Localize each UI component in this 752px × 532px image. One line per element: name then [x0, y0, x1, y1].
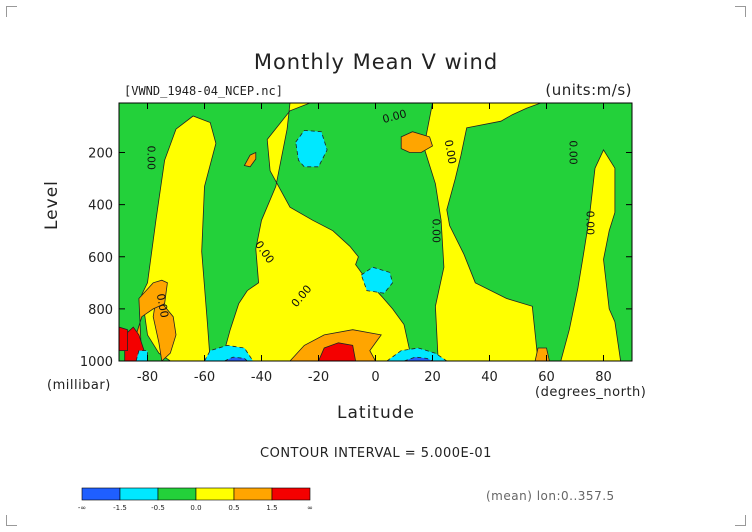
y-axis-unit: (millibar) — [47, 378, 111, 393]
colorbar-label: -0.5 — [151, 504, 165, 512]
contour-region-14 — [295, 129, 328, 168]
contour-region-19 — [224, 356, 248, 361]
contour-region-13 — [119, 326, 128, 352]
colorbar: -∞ -1.5 -0.5 0.0 0.5 1.5 ∞ — [78, 487, 313, 512]
y-tick-label: 200 — [88, 147, 113, 162]
contour-region-7 — [152, 297, 177, 361]
crop-mark-top-right — [735, 6, 746, 17]
x-axis-unit: (degrees_north) — [535, 385, 647, 400]
mean-footnote: (mean) lon:0..357.5 — [486, 489, 615, 503]
colorbar-label: ∞ — [307, 504, 313, 512]
axes: -80 -60 -40 -20 0 20 40 60 80 200 400 600 800 1000 — [80, 103, 632, 385]
x-tick-label: 80 — [595, 370, 612, 385]
colorbar-label: 1.5 — [266, 504, 277, 512]
colorbar-swatch — [119, 487, 159, 501]
contour-region-6 — [400, 131, 433, 153]
colorbar-swatch — [233, 487, 273, 501]
x-axis-label: Latitude — [337, 403, 415, 423]
contour-region-2 — [221, 103, 422, 361]
contour-region-20 — [403, 356, 433, 361]
x-tick-label: 40 — [481, 370, 498, 385]
contour-region-4 — [560, 149, 622, 361]
contour-label: 0.00 — [583, 211, 596, 236]
y-tick-label: 400 — [88, 199, 113, 214]
contour-region-18 — [135, 350, 148, 361]
contour-region-10 — [243, 151, 257, 168]
contour-interval-text: CONTOUR INTERVAL = 5.000E-01 — [260, 446, 492, 461]
contour-region-15 — [360, 266, 394, 294]
x-tick-label: -60 — [194, 370, 215, 385]
x-tick-label: -40 — [251, 370, 272, 385]
crop-mark-bottom-right — [735, 515, 746, 526]
colorbar-swatch — [81, 487, 121, 501]
contour-region-8 — [135, 279, 168, 361]
contour-region-9 — [534, 347, 550, 361]
contour-region-16 — [204, 344, 254, 361]
colorbar-label: -1.5 — [113, 504, 127, 512]
x-tick-label: 0 — [371, 370, 379, 385]
x-tick-label: -80 — [137, 370, 158, 385]
crop-mark-bottom-left — [6, 515, 17, 526]
colorbar-label: 0.5 — [228, 504, 239, 512]
plot-area — [119, 103, 632, 361]
x-tick-label: -20 — [308, 370, 329, 385]
file-label: [VWND_1948-04_NCEP.nc] — [124, 84, 283, 98]
contour-label: 0.00 — [381, 107, 408, 126]
colorbar-swatch — [157, 487, 197, 501]
contour-region-17 — [386, 347, 448, 361]
colorbar-swatch — [271, 487, 311, 501]
contour-label: 0.00 — [442, 139, 459, 165]
chart-title: Monthly Mean V wind — [253, 50, 499, 74]
contour-label: 0.00 — [154, 292, 171, 318]
colorbar-label: 0.0 — [190, 504, 201, 512]
colorbar-swatch — [195, 487, 235, 501]
x-tick-label: 60 — [538, 370, 555, 385]
contour-label: 0.00 — [145, 145, 158, 170]
colorbar-label: -∞ — [78, 504, 86, 512]
y-tick-label: 600 — [88, 251, 113, 266]
crop-mark-top-left — [6, 6, 17, 17]
contour-region-3 — [423, 103, 541, 361]
y-tick-label: 1000 — [80, 355, 113, 370]
contour-label: 0.00 — [430, 218, 443, 243]
x-tick-label: 20 — [424, 370, 441, 385]
y-tick-label: 800 — [88, 303, 113, 318]
contour-region-11 — [318, 342, 357, 361]
units-label: (units:m/s) — [545, 81, 632, 99]
contour-label: 0.00 — [566, 140, 579, 165]
